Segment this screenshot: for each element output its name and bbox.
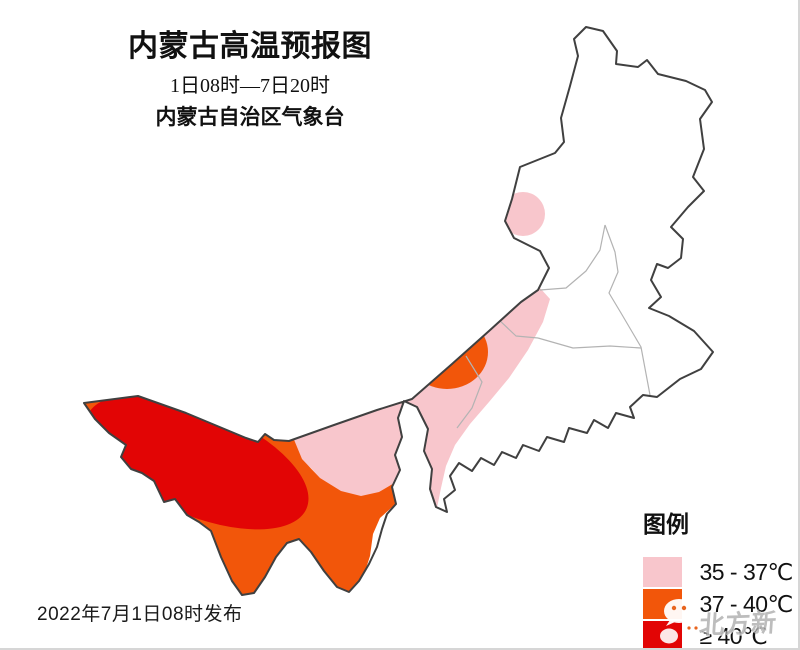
- legend-label-37-40: 37 - 40℃: [699, 591, 793, 617]
- legend: 图例 35 - 37℃ 37 - 40℃ ≥ 40℃: [643, 511, 798, 648]
- legend-label-35-37: 35 - 37℃: [699, 559, 793, 585]
- validity-period: 1日08时—7日20时: [170, 75, 330, 97]
- zone-35-37-spot: [501, 192, 545, 236]
- legend-swatch-40plus: [643, 621, 682, 648]
- map-province-outline: [83, 26, 714, 596]
- legend-item-37-40: 37 - 40℃: [643, 589, 793, 619]
- district-boundaries: [456, 224, 651, 429]
- issue-time: 2022年7月1日08时发布: [37, 604, 243, 625]
- legend-item-35-37: 35 - 37℃: [643, 557, 793, 587]
- page-title: 内蒙古高温预报图: [128, 30, 372, 63]
- map-header: 内蒙古高温预报图 1日08时—7日20时 内蒙古自治区气象台: [0, 30, 500, 129]
- legend-label-40plus: ≥ 40℃: [699, 623, 768, 649]
- zone-37-40-blob: [406, 315, 488, 389]
- legend-heading: 图例: [643, 511, 689, 537]
- legend-swatch-37-40: [643, 589, 682, 619]
- legend-swatch-35-37: [643, 557, 682, 587]
- zone-40-core: [85, 394, 309, 530]
- issuing-agency: 内蒙古自治区气象台: [155, 106, 345, 129]
- legend-item-40plus: ≥ 40℃: [643, 621, 768, 649]
